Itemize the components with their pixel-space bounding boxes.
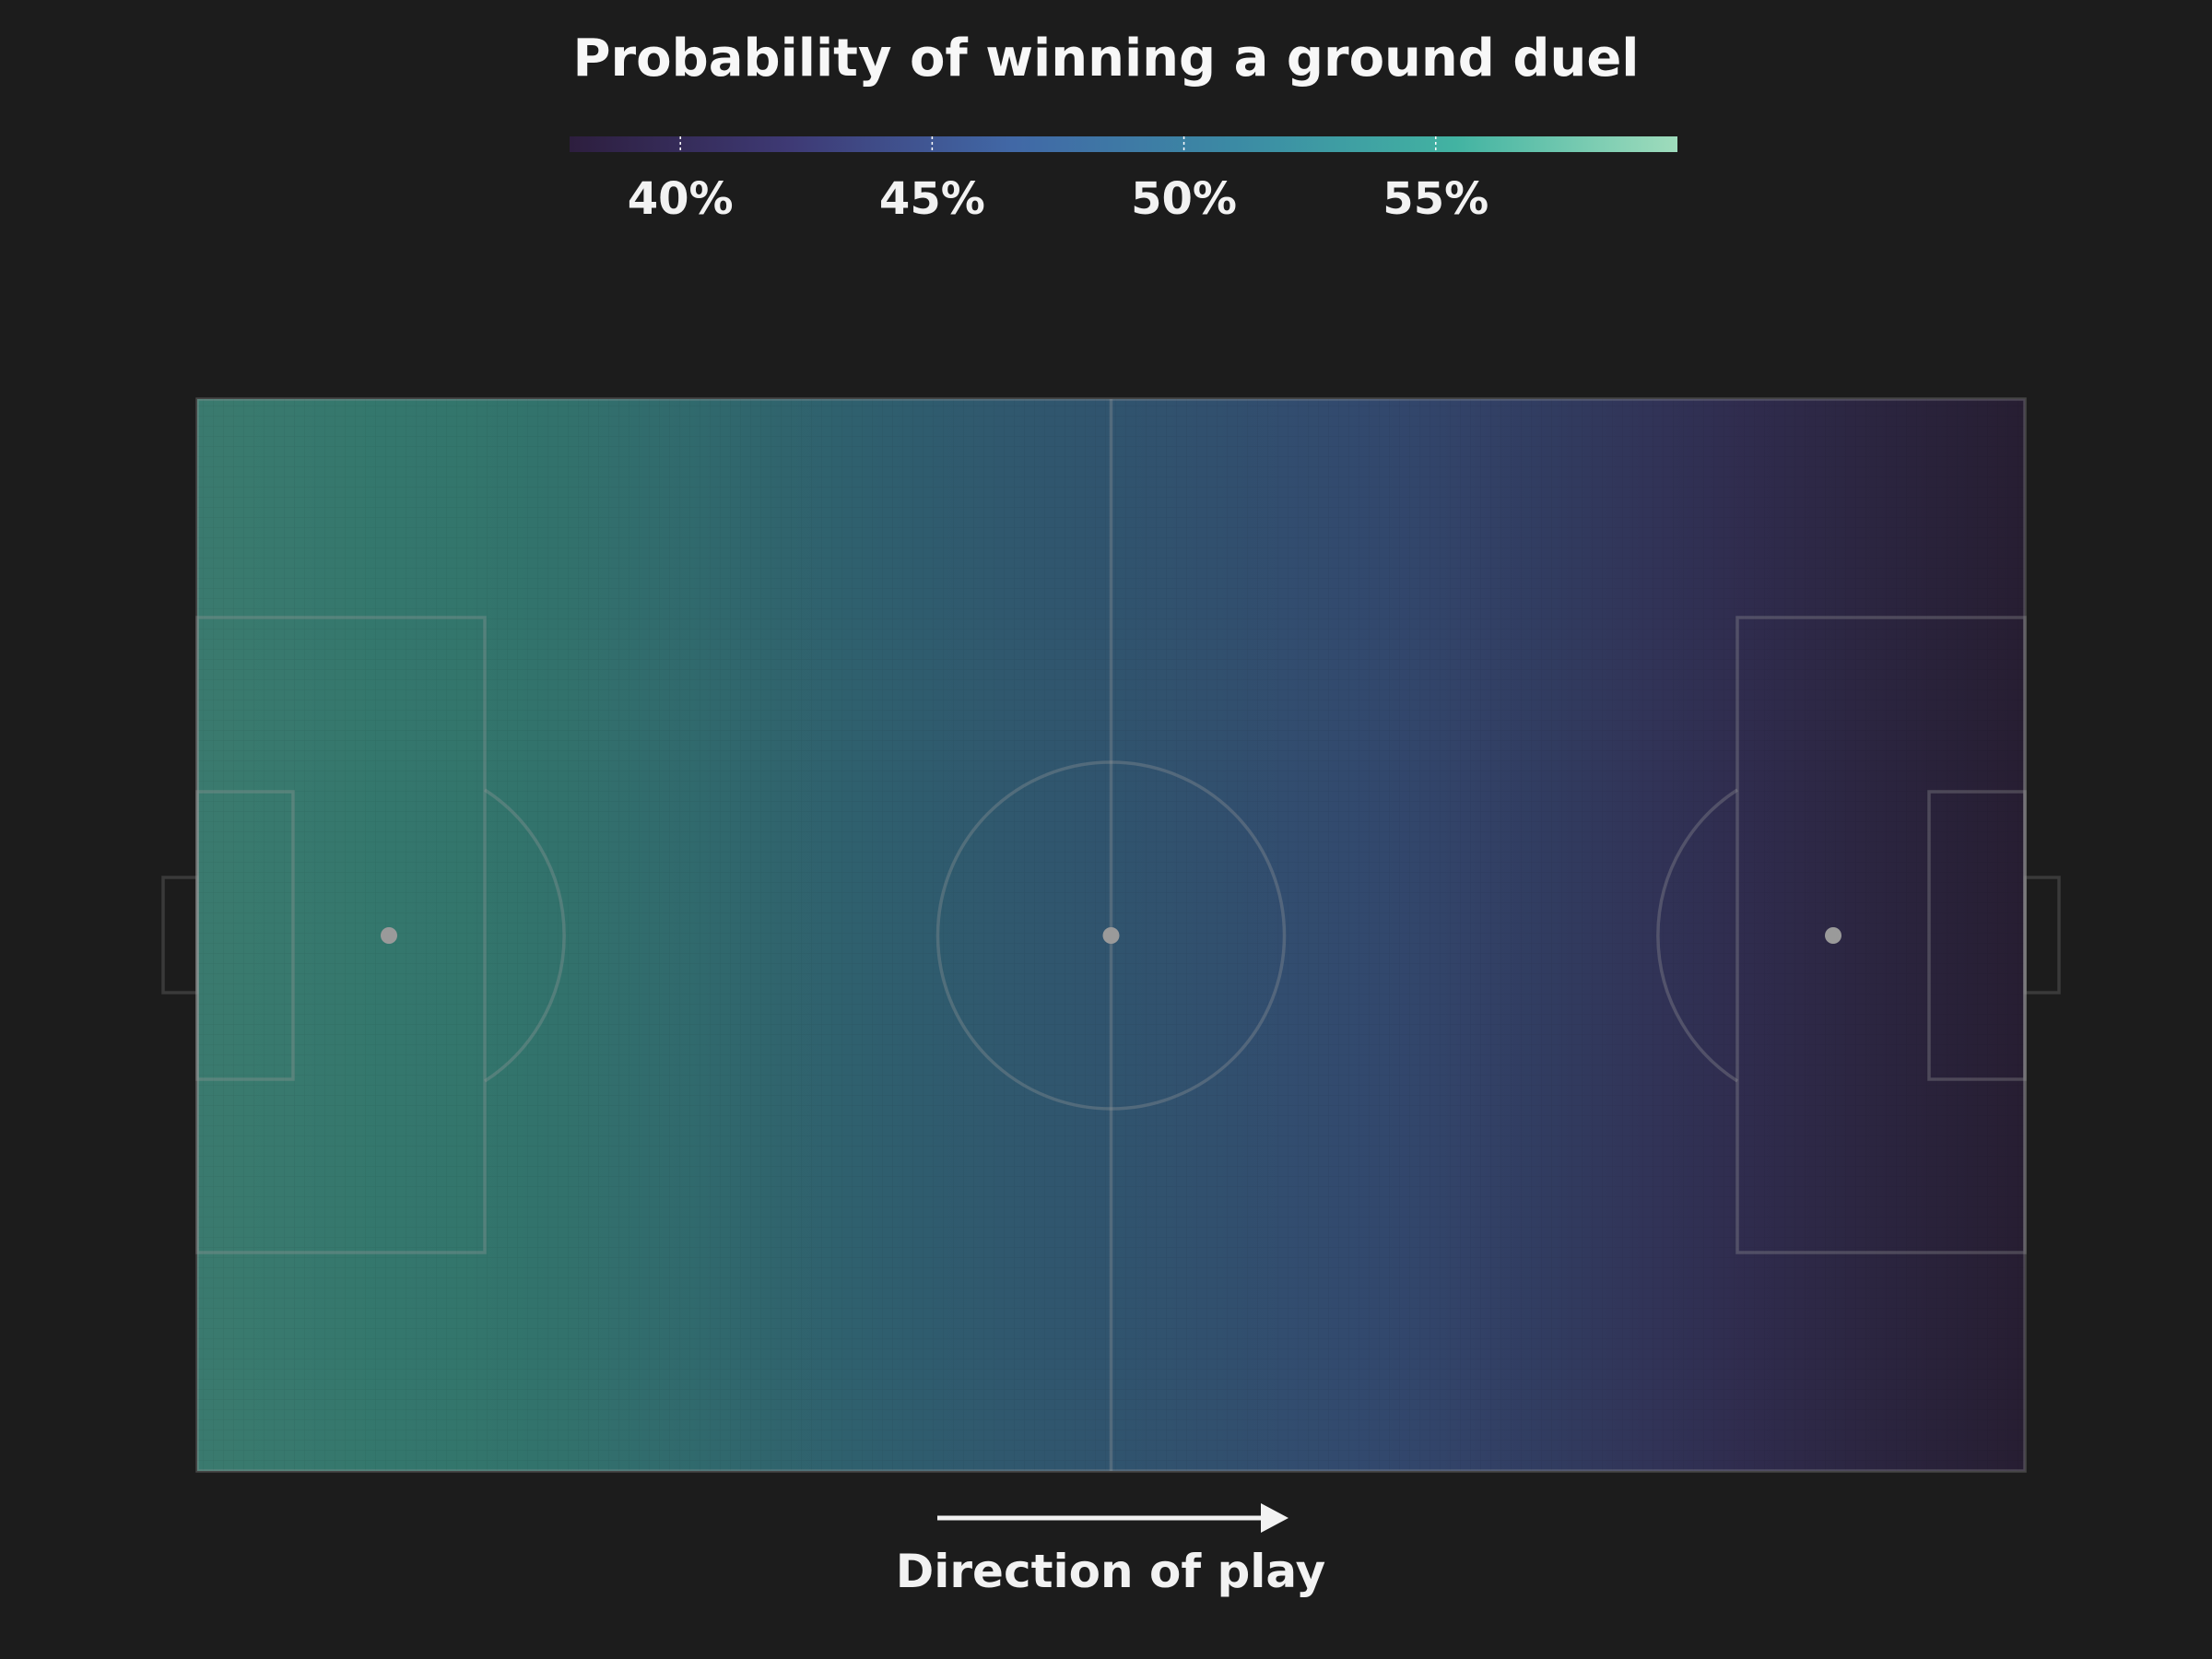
center-spot: [1102, 927, 1120, 944]
penalty-spot-right: [1825, 927, 1841, 944]
heatmap-cell: [1934, 399, 2025, 1471]
direction-of-play-label: Direction of play: [896, 1545, 1325, 1598]
colorbar-tick-label: 55%: [1382, 173, 1488, 225]
colorbar-tick-label: 50%: [1131, 173, 1237, 225]
heatmap-cell: [288, 399, 380, 1471]
penalty-arc-right: [1656, 788, 1738, 1083]
heatmap-cell: [1019, 399, 1111, 1471]
direction-arrow-icon: [1261, 1503, 1288, 1533]
heatmap-cell: [1385, 399, 1477, 1471]
colorbar: 40% 45% 50% 55%: [570, 136, 1677, 225]
colorbar-ticks: 40% 45% 50% 55%: [628, 136, 1488, 225]
heatmap-cell: [1203, 399, 1294, 1471]
heatmap-cell: [837, 399, 928, 1471]
heatmap-cell: [654, 399, 746, 1471]
heatmap-cell: [928, 399, 1019, 1471]
heatmap-cell: [1568, 399, 1659, 1471]
pitch: [161, 397, 2061, 1473]
pitch-markings: [195, 397, 2027, 1473]
goal-left: [161, 876, 199, 994]
goal-right: [2023, 876, 2061, 994]
heatmap-cell: [197, 399, 288, 1471]
penalty-box-right: [1735, 616, 2027, 1254]
direction-of-play: Direction of play: [896, 1503, 1325, 1598]
pitch-outline: [195, 397, 2027, 1473]
chart-title: Probability of winning a ground duel: [573, 29, 1640, 88]
penalty-spot-left: [381, 927, 397, 944]
six-yard-box-right: [1927, 790, 2027, 1081]
heatmap-cell: [1294, 399, 1385, 1471]
heatmap-cell: [563, 399, 654, 1471]
penalty-arc-left: [484, 788, 566, 1083]
colorbar-tick-label: 45%: [879, 173, 985, 225]
six-yard-box-left: [195, 790, 295, 1081]
heatmap-cell: [1112, 399, 1203, 1471]
heatmap-cell: [1477, 399, 1568, 1471]
penalty-box-left: [195, 616, 487, 1254]
colorbar-tick-label: 40%: [628, 173, 734, 225]
center-circle: [935, 760, 1287, 1111]
heatmap-cell: [746, 399, 837, 1471]
heatmap-cell: [1842, 399, 1934, 1471]
colorbar-gradient: [570, 136, 1677, 152]
